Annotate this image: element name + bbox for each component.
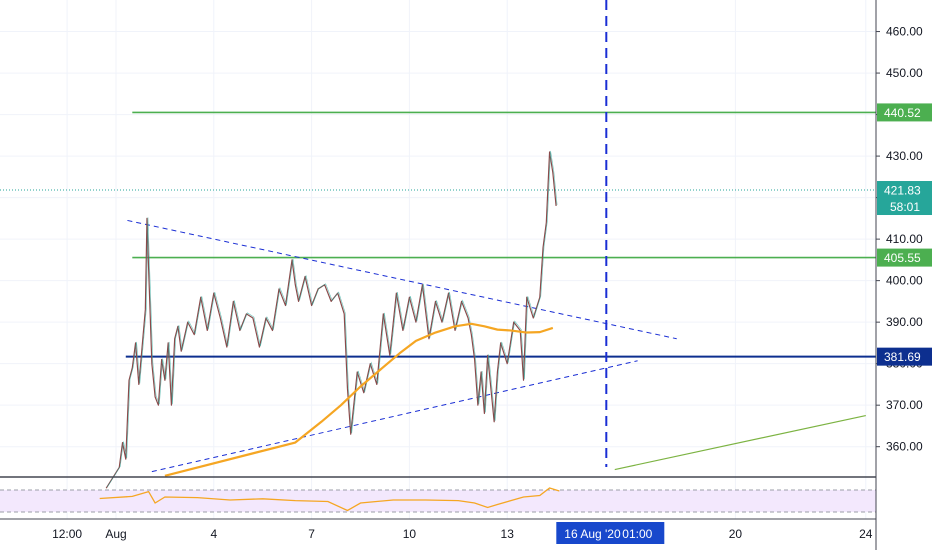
price-level-label-bg bbox=[877, 103, 932, 122]
price-level-label-bg bbox=[877, 248, 932, 267]
y-tick-label: 450.00 bbox=[886, 66, 923, 80]
cursor-date-label: 16 Aug '20 bbox=[564, 527, 621, 541]
last-price-label-bg bbox=[877, 181, 932, 216]
y-tick-label: 390.00 bbox=[886, 315, 923, 329]
time-axis[interactable]: 12:00 Aug 4 7 10 13 20 24 bbox=[52, 527, 873, 541]
green-trendline bbox=[614, 414, 866, 471]
x-tick-label: 13 bbox=[501, 527, 515, 541]
triangle-lower-line bbox=[151, 360, 638, 473]
x-tick-label: 10 bbox=[403, 527, 417, 541]
last-price-label: 421.83 bbox=[884, 184, 921, 198]
x-tick-label: 20 bbox=[729, 527, 743, 541]
y-tick-label: 410.00 bbox=[886, 232, 923, 246]
x-tick-label: Aug bbox=[105, 527, 126, 541]
rsi-line bbox=[99, 487, 560, 512]
axis-labels: 440.52 405.55 381.69 421.83 58:01 16 Aug '20 0… bbox=[556, 103, 932, 544]
overlays bbox=[0, 0, 876, 473]
x-tick-label: 7 bbox=[308, 527, 315, 541]
moving-average-line bbox=[164, 322, 554, 477]
x-tick-label: 12:00 bbox=[52, 527, 82, 541]
y-tick-label: 460.00 bbox=[886, 25, 923, 39]
triangle-upper-line bbox=[127, 219, 677, 340]
price-level-label: 405.55 bbox=[884, 251, 921, 265]
cursor-date-label-bg bbox=[556, 522, 665, 544]
x-tick-label: 4 bbox=[210, 527, 217, 541]
price-line-bull bbox=[106, 150, 558, 488]
price-line bbox=[105, 151, 557, 489]
price-level-label: 440.52 bbox=[884, 106, 921, 120]
y-tick-label: 370.00 bbox=[886, 398, 923, 412]
x-tick-label: 24 bbox=[859, 527, 873, 541]
price-series bbox=[105, 150, 558, 489]
y-tick-label: 360.00 bbox=[886, 440, 923, 454]
axes bbox=[0, 0, 877, 550]
rsi-band bbox=[0, 490, 876, 512]
rsi-pane bbox=[0, 487, 876, 513]
y-tick-label: 430.00 bbox=[886, 149, 923, 163]
price-level-label-bg bbox=[877, 347, 932, 366]
y-tick-label: 400.00 bbox=[886, 274, 923, 288]
cursor-time-label: 01:00 bbox=[622, 527, 652, 541]
price-level-label: 381.69 bbox=[884, 350, 921, 364]
countdown-label: 58:01 bbox=[890, 200, 920, 214]
